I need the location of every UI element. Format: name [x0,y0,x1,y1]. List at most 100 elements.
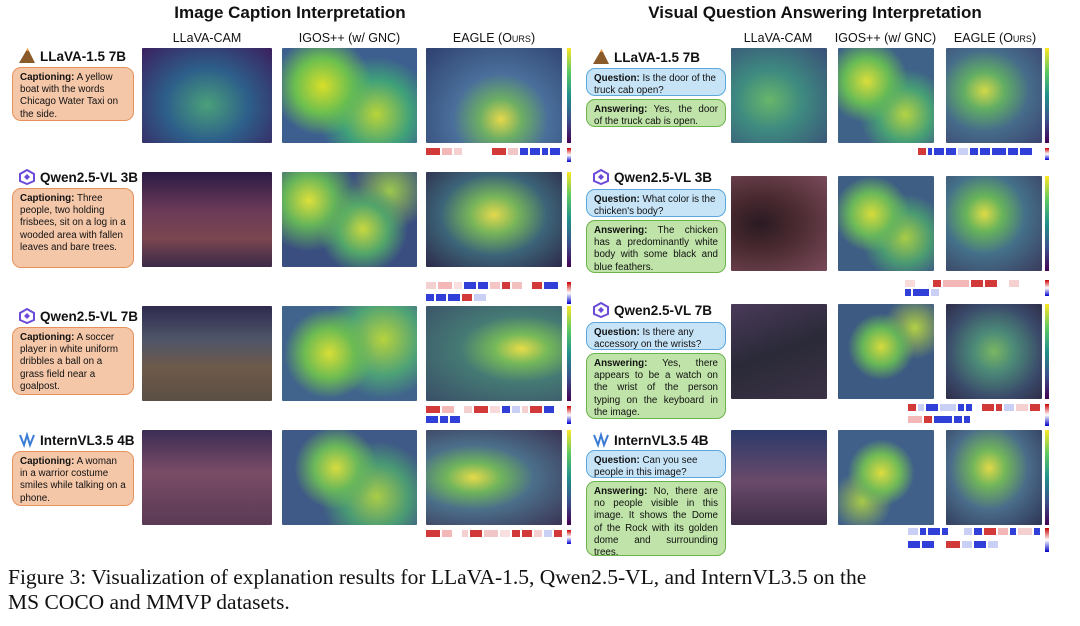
left-row1-model-name: LLaVA-1.5 7B [40,48,127,64]
volcano-icon [593,49,609,64]
token-colorbar [567,406,571,424]
right-row4-llava-cam-map [731,430,827,525]
left-panel-title: Image Caption Interpretation [174,3,406,22]
answer-text: Yes, the door of the truck cab is open. [594,104,718,128]
right-row1-model-name: LLaVA-1.5 7B [614,49,701,65]
question-label: Question: [594,73,640,84]
left-row3-eagle-map [426,306,562,401]
left-row4-igos-map [282,430,417,525]
left-row2-llava-cam-map [142,172,272,267]
token-colorbar [1045,528,1049,552]
question-label: Question: [594,455,640,466]
right-row4-token-strip [900,528,1040,552]
question-text: Is there any accessory on the wrists? [594,327,702,351]
right-row1-llava-cam-map [731,48,827,143]
left-row3-model-name: Qwen2.5-VL 7B [40,308,139,324]
right-row4-model-name: InternVL3.5 4B [614,432,709,448]
left-col-llava-cam: LLaVA-CAM [172,31,242,45]
right-col-igos: IGOS++ (w/ GNC) [834,31,937,45]
left-row1-igos-map [282,48,417,143]
internvl-logo-icon [593,432,609,448]
left-col-eagle: EAGLE (Ours) [452,31,536,45]
answer-label: Answering: [594,225,648,236]
right-row3-answer: Answering: Yes, there appears to be a wa… [586,353,726,419]
right-row1-answer: Answering: Yes, the door of the truck ca… [586,99,726,127]
figure-caption: Figure 3: Visualization of explanation r… [8,565,1078,615]
qwen-logo-icon [19,169,35,185]
question-text: Can you see people in this image? [594,455,698,479]
answer-text: The chicken has a predominantly white bo… [594,225,718,273]
left-row2-model-name: Qwen2.5-VL 3B [40,169,139,185]
left-row4-model-name: InternVL3.5 4B [40,432,135,448]
right-row2-answer: Answering: The chicken has a predominant… [586,220,726,273]
left-row3-token-strip [426,406,562,424]
right-row4-answer: Answering: No, there are no people visib… [586,481,726,559]
left-row2-igos-map [282,172,417,267]
question-label: Question: [594,327,640,338]
caption-text: A woman in a warrior costume smiles whil… [20,456,126,504]
figure-caption-line2: MS COCO and MMVP datasets. [8,590,290,614]
right-row3-model: Qwen2.5-VL 7B [592,302,712,318]
internvl-logo-icon [19,432,35,448]
right-row3-token-strip [908,404,1040,426]
token-colorbar [567,530,571,544]
caption-text: A soccer player in white uniform dribble… [20,332,119,392]
left-row4-model: InternVL3.5 4B [18,432,135,448]
left-row1-caption: Captioning: A yellow boat with the words… [12,67,134,121]
answer-text: No, there are no people visible in this … [594,486,718,559]
right-row4-eagle-map [946,430,1042,525]
right-row2-igos-map [838,176,934,271]
left-row4-caption: Captioning: A woman in a warrior costume… [12,451,134,506]
token-colorbar [1045,148,1049,160]
right-row4-question: Question: Can you see people in this ima… [586,450,726,478]
volcano-icon [19,48,35,63]
colorbar [567,172,571,267]
colorbar [567,306,571,401]
colorbar [567,48,571,143]
left-col-igos: IGOS++ (w/ GNC) [298,31,401,45]
right-row3-llava-cam-map [731,304,827,399]
left-row4-eagle-map [426,430,562,525]
colorbar [1045,176,1049,271]
left-row2-token-strip [426,282,562,304]
token-colorbar [567,282,571,304]
right-col-llava-cam: LLaVA-CAM [743,31,813,45]
caption-text: Three people, two holding frisbees, sit … [20,193,126,253]
token-colorbar [1045,280,1049,296]
right-row2-model: Qwen2.5-VL 3B [592,169,712,185]
right-row4-igos-map [838,430,934,525]
answer-label: Answering: [594,486,648,497]
right-row1-igos-map [838,48,934,143]
left-row1-eagle-map [426,48,562,143]
left-row2-eagle-map [426,172,562,267]
caption-label: Captioning: [20,456,75,467]
right-row2-token-strip [905,280,1040,296]
left-row1-model: LLaVA-1.5 7B [18,48,126,64]
colorbar [1045,304,1049,399]
caption-label: Captioning: [20,193,75,204]
left-row4-llava-cam-map [142,430,272,525]
question-text: What color is the chicken's body? [594,194,716,218]
right-col-eagle: EAGLE (Ours) [953,31,1037,45]
colorbar [1045,430,1049,525]
token-colorbar [567,148,571,162]
right-row1-model: LLaVA-1.5 7B [592,49,700,65]
right-row2-eagle-map [946,176,1042,271]
colorbar [1045,48,1049,143]
right-row2-question: Question: What color is the chicken's bo… [586,189,726,217]
left-row2-model: Qwen2.5-VL 3B [18,169,138,185]
left-row1-token-strip [426,148,562,162]
question-text: Is the door of the truck cab open? [594,73,716,97]
right-row2-llava-cam-map [731,176,827,271]
left-row4-token-strip [426,530,562,544]
question-label: Question: [594,194,640,205]
left-row3-caption: Captioning: A soccer player in white uni… [12,327,134,395]
left-row1-llava-cam-map [142,48,272,143]
left-row3-llava-cam-map [142,306,272,401]
left-row3-igos-map [282,306,417,401]
answer-label: Answering: [594,104,648,115]
caption-text: A yellow boat with the words Chicago Wat… [20,72,119,120]
right-row3-model-name: Qwen2.5-VL 7B [614,302,713,318]
token-colorbar [1045,404,1049,426]
figure-caption-line1: Figure 3: Visualization of explanation r… [8,565,867,589]
